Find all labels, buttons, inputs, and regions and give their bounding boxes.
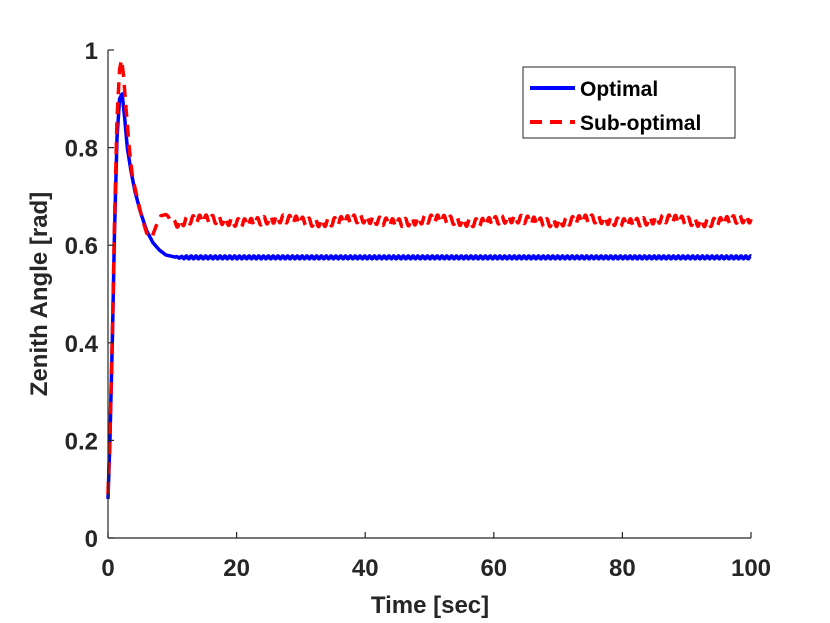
x-tick-label: 20 (223, 555, 250, 582)
y-ticks: 0 0.2 0.4 0.6 0.8 1 (65, 38, 114, 553)
series-lines (106, 58, 753, 500)
y-tick-label: 0.6 (65, 233, 98, 260)
legend: Optimal Sub-optimal (522, 66, 736, 139)
x-tick-label: 60 (480, 555, 507, 582)
x-tick-label: 100 (731, 555, 771, 582)
x-axis-title: Time [sec] (371, 592, 489, 619)
series-line-optimal (106, 92, 753, 500)
x-tick-label: 80 (609, 555, 636, 582)
x-tick-label: 0 (101, 555, 114, 582)
y-tick-label: 0.4 (65, 331, 99, 358)
legend-label-sub-optimal: Sub-optimal (580, 112, 701, 135)
y-tick-label: 0.2 (65, 428, 98, 455)
legend-label-optimal: Optimal (580, 78, 658, 101)
y-axis-title: Zenith Angle [rad] (26, 192, 53, 396)
legend-box (522, 66, 736, 139)
series-line-sub-optimal (106, 58, 753, 495)
x-ticks: 0 20 40 60 80 100 (101, 532, 771, 582)
y-tick-label: 0.8 (65, 136, 98, 163)
y-tick-label: 0 (85, 526, 98, 553)
x-tick-label: 40 (352, 555, 379, 582)
y-tick-label: 1 (85, 38, 98, 65)
